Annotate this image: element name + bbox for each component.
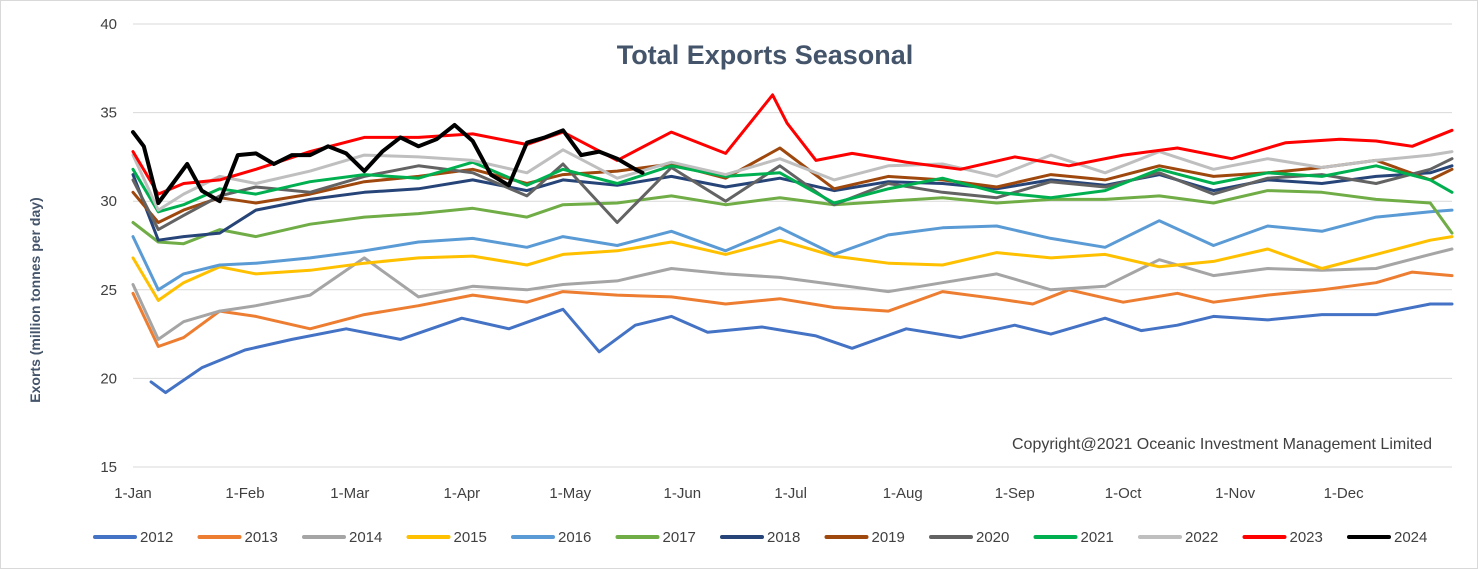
series-lines	[131, 93, 1454, 395]
legend-label: 2024	[1394, 529, 1427, 546]
copyright-annotation: Copyright@2021 Oceanic Investment Manage…	[1012, 436, 1432, 453]
legend-item-2022: 2022	[1138, 529, 1218, 546]
y-tick-label: 35	[100, 105, 117, 122]
series-line-2013	[131, 270, 1454, 348]
legend-label: 2018	[767, 529, 800, 546]
series-line-2014	[131, 247, 1454, 341]
x-tick-label: 1-May	[549, 485, 591, 502]
legend-item-2019: 2019	[824, 529, 905, 546]
gridlines	[133, 23, 1452, 468]
x-tick-label: 1-Jan	[114, 485, 152, 502]
series-line-2019	[131, 146, 1454, 224]
x-tick-label: 1-Oct	[1105, 485, 1143, 502]
series-line-2024	[131, 123, 645, 205]
x-tick-label: 1-Mar	[330, 485, 369, 502]
legend-item-2020: 2020	[929, 529, 1009, 546]
legend: 2012 2013 2014 2015 2016 2017 2018 2019 2020 2021…	[93, 529, 1427, 546]
y-tick-label: 25	[100, 282, 117, 299]
x-tick-label: 1-Jun	[664, 485, 702, 502]
series-line-2021	[131, 160, 1454, 214]
legend-label: 2016	[558, 529, 591, 546]
legend-item-2023: 2023	[1242, 529, 1323, 546]
series-line-2022	[131, 148, 1454, 212]
series-line-2016	[131, 208, 1454, 292]
chart-title: Total Exports Seasonal	[617, 40, 914, 70]
legend-item-2017: 2017	[615, 529, 696, 546]
series-line-2020	[131, 157, 1454, 232]
legend-label: 2023	[1290, 529, 1323, 546]
y-axis-label: Exorts (million tonnes per day)	[27, 197, 43, 402]
legend-label: 2014	[349, 529, 382, 546]
x-tick-label: 1-Feb	[225, 485, 264, 502]
legend-label: 2019	[872, 529, 905, 546]
legend-item-2018: 2018	[720, 529, 800, 546]
x-tick-label: 1-Apr	[444, 485, 481, 502]
legend-label: 2017	[663, 529, 696, 546]
legend-item-2016: 2016	[511, 529, 591, 546]
y-tick-label: 20	[100, 370, 117, 387]
series-line-2017	[131, 189, 1454, 246]
x-tick-label: 1-Dec	[1324, 485, 1365, 502]
x-tick-label: 1-Jul	[774, 485, 807, 502]
legend-item-2021: 2021	[1033, 529, 1114, 546]
legend-item-2015: 2015	[406, 529, 487, 546]
x-tick-label: 1-Sep	[995, 485, 1035, 502]
legend-item-2013: 2013	[197, 529, 278, 546]
legend-label: 2022	[1185, 529, 1218, 546]
legend-label: 2012	[140, 529, 173, 546]
legend-label: 2015	[454, 529, 487, 546]
legend-item-2012: 2012	[93, 529, 173, 546]
series-line-2012	[149, 302, 1454, 395]
x-axis-ticks: 1-Jan 1-Feb 1-Mar 1-Apr 1-May 1-Jun 1-Jul 1-Aug…	[114, 485, 1364, 502]
legend-label: 2021	[1081, 529, 1114, 546]
y-tick-label: 30	[100, 193, 117, 210]
y-axis-ticks: 15 20 25 30 35 40	[100, 16, 117, 476]
legend-item-2024: 2024	[1347, 529, 1427, 546]
y-tick-label: 15	[100, 459, 117, 476]
x-tick-label: 1-Nov	[1215, 485, 1256, 502]
legend-item-2014: 2014	[302, 529, 382, 546]
y-tick-label: 40	[100, 16, 117, 33]
x-tick-label: 1-Aug	[883, 485, 923, 502]
legend-label: 2013	[245, 529, 278, 546]
legend-label: 2020	[976, 529, 1009, 546]
series-line-2015	[131, 235, 1454, 302]
